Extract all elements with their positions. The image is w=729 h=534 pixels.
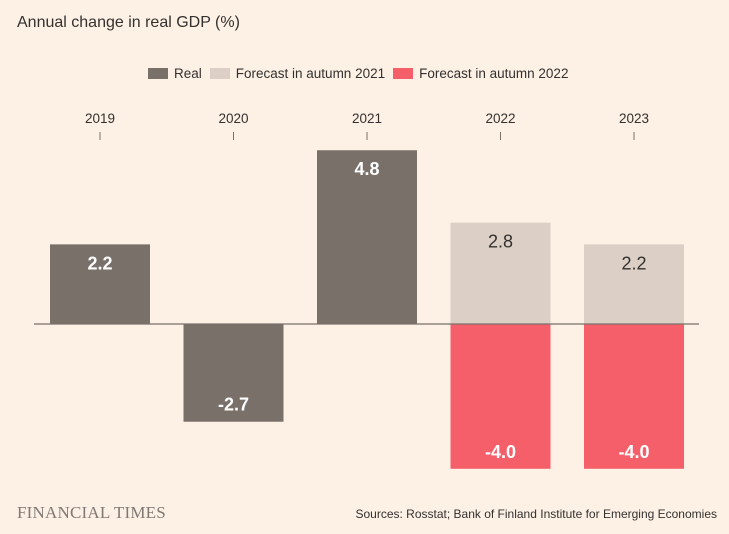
- bar-real-2020: [183, 324, 284, 422]
- tick-label-2022: 2022: [485, 111, 515, 126]
- legend-label-forecast-2021: Forecast in autumn 2021: [235, 66, 386, 81]
- bar-forecast_2021-2022: [450, 222, 551, 324]
- legend-item-forecast-2021: Forecast in autumn 2021: [209, 66, 386, 81]
- tick-label-2019: 2019: [85, 111, 115, 126]
- bar-real-2021: [317, 150, 417, 324]
- bar-forecast_2021-2023: [584, 244, 684, 324]
- tick-label-2021: 2021: [352, 111, 382, 126]
- data-label-forecast_2022-2023: -4.0: [618, 442, 649, 462]
- bar-forecast_2022-2023: [584, 324, 684, 469]
- data-label-forecast_2022-2022: -4.0: [485, 442, 516, 462]
- data-label-real-2020: -2.7: [218, 395, 249, 415]
- legend-swatch-forecast-2022: [393, 68, 414, 79]
- data-label-forecast_2021-2022: 2.8: [488, 232, 513, 252]
- legend-swatch-real: [148, 68, 168, 79]
- data-label-real-2021: 4.8: [354, 159, 379, 179]
- bar-real-2019: [50, 244, 150, 324]
- data-label-real-2019: 2.2: [87, 253, 112, 273]
- legend-item-real: Real: [148, 66, 202, 81]
- source-note: Sources: Rosstat; Bank of Finland Instit…: [355, 507, 717, 521]
- bar-forecast_2022-2022: [450, 324, 551, 469]
- legend-label-real: Real: [174, 66, 202, 81]
- legend-item-forecast-2022: Forecast in autumn 2022: [393, 66, 568, 81]
- chart-title: Annual change in real GDP (%): [17, 14, 240, 31]
- tick-label-2023: 2023: [619, 111, 649, 126]
- data-label-forecast_2021-2023: 2.2: [621, 253, 646, 273]
- legend: Real Forecast in autumn 2021 Forecast in…: [148, 66, 576, 81]
- tick-label-2020: 2020: [218, 111, 248, 126]
- legend-swatch-forecast-2021: [209, 68, 230, 79]
- ft-logo: FINANCIAL TIMES: [17, 503, 166, 522]
- legend-label-forecast-2022: Forecast in autumn 2022: [419, 66, 569, 81]
